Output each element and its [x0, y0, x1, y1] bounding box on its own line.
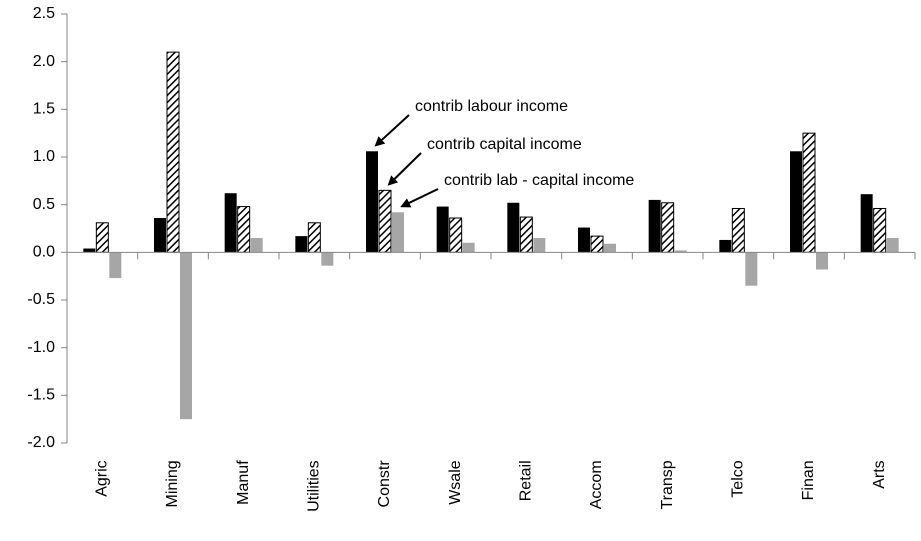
y-tick-label: -1.0: [27, 339, 55, 356]
bar: [392, 212, 404, 253]
legend-label: contrib capital income: [427, 136, 582, 153]
y-tick-label: -2.0: [27, 434, 55, 451]
bar: [180, 252, 192, 420]
x-tick-label: Wsale: [447, 460, 464, 505]
bar: [166, 51, 180, 253]
legend-arrow: [400, 188, 439, 208]
y-tick-label: -0.5: [27, 291, 55, 308]
x-tick-label: Telco: [730, 460, 747, 497]
bar: [224, 193, 237, 253]
x-tick-label: Arts: [871, 460, 888, 488]
legend-arrow: [387, 152, 422, 186]
bar: [886, 238, 899, 253]
bar: [578, 227, 590, 253]
bar: [436, 206, 449, 253]
x-tick-label: Mining: [164, 460, 181, 507]
y-tick-label: 0.5: [33, 196, 55, 213]
bar: [507, 202, 520, 253]
bar: [95, 222, 109, 253]
bar: [731, 207, 745, 253]
bar: [860, 194, 873, 253]
bar: [604, 243, 616, 253]
bar: [366, 151, 378, 253]
bar: [719, 239, 732, 253]
y-tick-label: 1.0: [33, 148, 55, 165]
bar: [449, 217, 463, 253]
bar: [873, 207, 887, 253]
bar: [674, 250, 687, 253]
y-tick-label: 2.5: [33, 5, 55, 22]
y-tick-label: 1.5: [33, 101, 55, 118]
bar: [237, 206, 251, 253]
bar: [648, 199, 661, 253]
legend-label: contrib labour income: [415, 98, 568, 115]
y-tick-label: -1.5: [27, 387, 55, 404]
bar: [790, 151, 802, 253]
x-tick-label: Utilities: [306, 460, 323, 512]
bar: [462, 242, 475, 253]
x-tick-label: Retail: [518, 460, 535, 501]
bar: [154, 218, 166, 253]
x-tick-label: Transp: [659, 460, 676, 509]
bar: [321, 252, 334, 266]
bar: [307, 222, 321, 253]
y-tick-label: 0.0: [33, 244, 55, 261]
y-tick-label: 2.0: [33, 53, 55, 70]
x-tick-label: Finan: [800, 460, 817, 500]
legend-label: contrib lab - capital income: [444, 172, 634, 189]
bar: [83, 248, 96, 253]
bar: [816, 252, 828, 270]
bar: [378, 189, 392, 253]
bar: [802, 132, 816, 253]
x-tick-label: Manuf: [235, 460, 252, 505]
legend-arrow: [374, 114, 410, 147]
bar: [250, 238, 263, 253]
x-tick-label: Constr: [376, 460, 393, 508]
bar: [109, 252, 122, 279]
bar: [295, 236, 308, 253]
bar: [661, 202, 675, 253]
bar: [533, 238, 546, 253]
bar: [519, 216, 533, 253]
bar: [590, 235, 604, 253]
bar: [745, 252, 758, 286]
x-tick-label: Agric: [94, 460, 111, 496]
x-tick-label: Accom: [588, 460, 605, 509]
